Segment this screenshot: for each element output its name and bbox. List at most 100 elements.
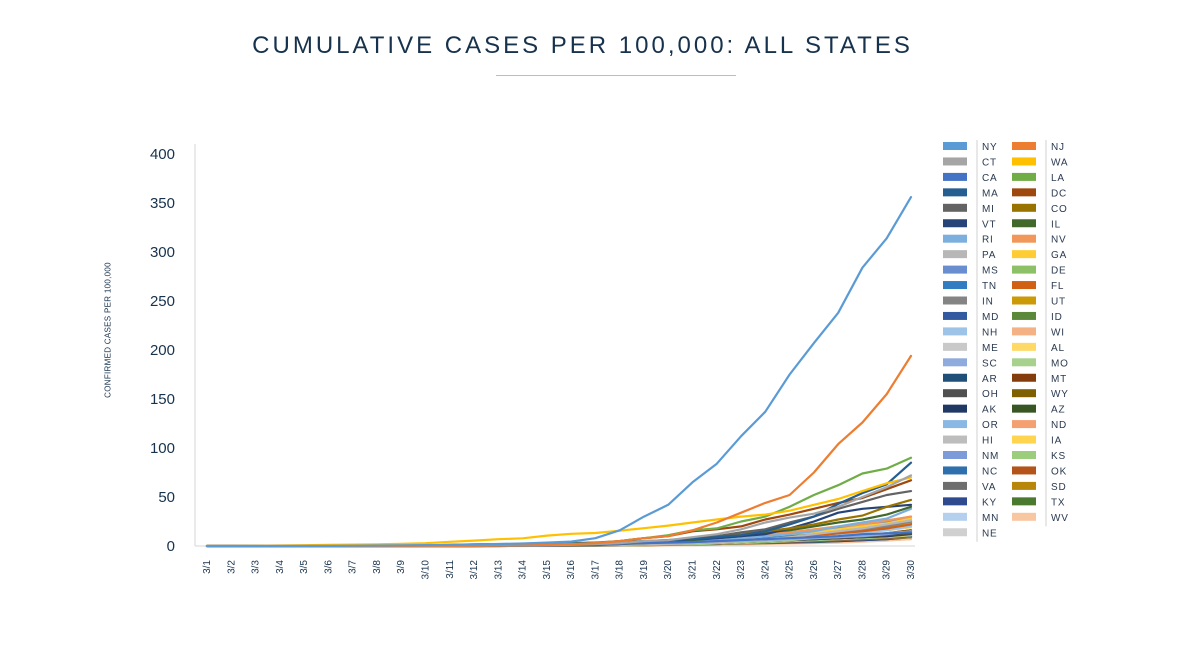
- y-tick-label: 0: [167, 538, 175, 555]
- legend-swatch-mt: [1012, 373, 1036, 382]
- y-tick-label: 150: [150, 391, 175, 408]
- series-line-nj: [205, 354, 913, 548]
- legend-label-va: VA: [982, 482, 996, 493]
- legend-swatch-or: [943, 420, 967, 429]
- x-tick-label: 3/14: [518, 560, 529, 580]
- legend-label-fl: FL: [1051, 281, 1064, 292]
- legend-swatch-nm: [943, 451, 967, 459]
- legend-label-vt: VT: [982, 219, 996, 230]
- legend-label-ri: RI: [982, 235, 994, 246]
- x-tick-label: 3/9: [396, 560, 407, 574]
- legend-swatch-tn: [943, 281, 967, 290]
- legend-label-ct: CT: [982, 157, 997, 168]
- legend-label-ok: OK: [1051, 466, 1067, 477]
- legend-swatch-sd: [1012, 481, 1036, 490]
- x-tick-label: 3/24: [760, 560, 771, 580]
- legend-label-ia: IA: [1051, 436, 1062, 447]
- legend-label-or: OR: [982, 420, 999, 431]
- legend-label-tx: TX: [1051, 497, 1065, 508]
- legend-label-wy: WY: [1051, 389, 1069, 400]
- legend-swatch-wi: [1012, 327, 1036, 336]
- legend-swatch-in: [943, 296, 967, 305]
- legend-label-mn: MN: [982, 513, 999, 524]
- x-tick-label: 3/10: [420, 560, 431, 580]
- legend-label-al: AL: [1051, 343, 1065, 354]
- legend-label-ks: KS: [1051, 451, 1066, 462]
- y-tick-label: 300: [150, 244, 175, 261]
- legend-swatch-wv: [1012, 512, 1036, 521]
- legend-label-tn: TN: [982, 281, 997, 292]
- legend-swatch-ar: [943, 373, 967, 382]
- legend-label-nj: NJ: [1051, 142, 1065, 153]
- legend-label-nh: NH: [982, 327, 998, 338]
- x-tick-label: 3/19: [639, 560, 650, 580]
- legend-label-sd: SD: [1051, 482, 1067, 493]
- legend-swatch-ct: [943, 157, 967, 166]
- legend-label-de: DE: [1051, 266, 1067, 277]
- x-tick-label: 3/22: [712, 560, 723, 580]
- legend-swatch-nh: [943, 327, 967, 336]
- legend-swatch-me: [943, 342, 967, 351]
- chart-lines: [205, 196, 913, 548]
- legend-label-wa: WA: [1051, 157, 1068, 168]
- legend-label-wi: WI: [1051, 327, 1065, 338]
- legend-label-oh: OH: [982, 389, 999, 400]
- x-tick-label: 3/16: [566, 560, 577, 580]
- legend-swatch-dc: [1012, 188, 1036, 197]
- legend-label-la: LA: [1051, 173, 1065, 184]
- legend-swatch-al: [1012, 342, 1036, 351]
- x-tick-label: 3/5: [299, 560, 310, 574]
- chart-axes: 0 50 100 150 200 250 300 350 400 3/1 3/2 3/3 3/4 3/5 3…: [150, 144, 917, 579]
- legend-label-az: AZ: [1051, 405, 1065, 416]
- legend-swatch-nd: [1012, 420, 1036, 429]
- legend-swatch-oh: [943, 389, 967, 398]
- legend-swatch-ak: [943, 404, 967, 413]
- legend-label-ar: AR: [982, 374, 998, 385]
- legend-swatch-ok: [1012, 466, 1036, 475]
- x-tick-label: 3/7: [348, 560, 359, 574]
- x-tick-label: 3/27: [833, 560, 844, 580]
- legend-swatch-va: [943, 481, 967, 490]
- legend-swatch-la: [1012, 172, 1036, 181]
- x-tick-label: 3/6: [323, 560, 334, 574]
- legend-label-me: ME: [982, 343, 999, 354]
- legend-swatch-ms: [943, 265, 967, 274]
- x-tick-label: 3/13: [493, 560, 504, 580]
- legend-swatch-ca: [943, 172, 967, 181]
- x-tick-label: 3/2: [226, 560, 237, 574]
- legend-label-ak: AK: [982, 405, 997, 416]
- legend-swatch-ky: [943, 497, 967, 506]
- x-tick-label: 3/25: [785, 560, 796, 580]
- legend-swatch-fl: [1012, 281, 1036, 290]
- legend-swatch-ne: [943, 528, 967, 537]
- legend-swatch-hi: [943, 435, 967, 444]
- legend-swatch-wa: [1012, 157, 1036, 166]
- legend-label-mo: MO: [1051, 358, 1069, 369]
- y-tick-label: 100: [150, 440, 175, 457]
- x-tick-label: 3/1: [202, 560, 213, 574]
- legend-label-ne: NE: [982, 528, 998, 539]
- legend-label-nm: NM: [982, 451, 999, 462]
- x-tick-label: 3/17: [590, 560, 601, 580]
- legend-swatch-pa: [943, 250, 967, 259]
- legend-swatch-mi: [943, 203, 967, 212]
- x-tick-label: 3/26: [809, 560, 820, 580]
- x-tick-label: 3/3: [251, 560, 262, 574]
- legend-label-hi: HI: [982, 436, 994, 447]
- legend-swatch-ri: [943, 234, 967, 243]
- chart-title: CUMULATIVE CASES PER 100,000: ALL STATES: [252, 32, 913, 59]
- legend-swatch-ia: [1012, 435, 1036, 444]
- legend-swatch-md: [943, 311, 967, 320]
- legend-swatch-ut: [1012, 296, 1036, 305]
- legend-label-il: IL: [1051, 219, 1061, 230]
- legend-label-ky: KY: [982, 497, 997, 508]
- legend-swatch-wy: [1012, 389, 1036, 398]
- legend-label-ny: NY: [982, 142, 998, 153]
- x-tick-label: 3/12: [469, 560, 480, 580]
- legend-label-mi: MI: [982, 204, 995, 215]
- x-tick-label: 3/18: [615, 560, 626, 580]
- x-tick-label: 3/20: [663, 560, 674, 580]
- x-tick-label: 3/30: [906, 560, 917, 580]
- y-tick-label: 400: [150, 146, 175, 163]
